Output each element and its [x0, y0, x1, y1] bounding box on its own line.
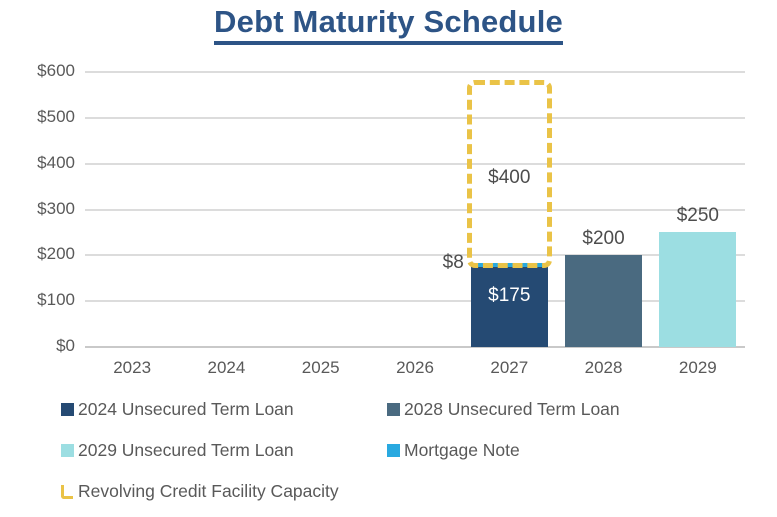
- legend-swatch-icon: [61, 444, 74, 457]
- y-tick-label: $200: [37, 244, 75, 264]
- legend-label: 2029 Unsecured Term Loan: [78, 440, 294, 460]
- legend-swatch-icon: [387, 403, 400, 416]
- gridline: [85, 346, 745, 348]
- legend-item: 2024 Unsecured Term Loan: [61, 399, 387, 420]
- y-tick-label: $600: [37, 61, 75, 80]
- legend-swatch-icon: [387, 444, 400, 457]
- x-tick-label: 2028: [584, 358, 623, 377]
- x-tick-label: 2024: [207, 358, 246, 377]
- legend-item: 2029 Unsecured Term Loan: [61, 440, 387, 461]
- x-tick-label: 2023: [113, 358, 152, 377]
- bar-value-label: $8: [442, 252, 464, 274]
- legend: 2024 Unsecured Term Loan 2028 Unsecured T…: [61, 399, 620, 502]
- capacity-value-label: $400: [488, 166, 531, 188]
- legend-item: Mortgage Note: [387, 440, 620, 461]
- revolving-capacity-box: $400: [466, 79, 552, 269]
- gridline: [85, 208, 745, 211]
- title-container: Debt Maturity Schedule: [0, 4, 777, 45]
- y-tick-label: $300: [37, 198, 75, 218]
- legend-item: Revolving Credit Facility Capacity: [61, 481, 387, 502]
- gridline: [85, 162, 745, 165]
- x-tick-label: 2029: [678, 358, 717, 377]
- legend-label: Revolving Credit Facility Capacity: [78, 481, 339, 501]
- x-tick-label: 2027: [490, 358, 529, 377]
- bar-value-label: $200: [582, 228, 625, 250]
- gridline: [85, 300, 745, 303]
- chart-title: Debt Maturity Schedule: [214, 4, 563, 45]
- bar-segment-2024-unsecured-term-loan: $175: [470, 266, 548, 347]
- plot-area: $0 $100 $200 $300 $400 $500 $600 2023 2024 2025 20…: [37, 61, 745, 377]
- y-tick-label: $100: [37, 290, 75, 310]
- x-tick-label: 2026: [396, 358, 434, 377]
- y-tick-label: $0: [56, 336, 75, 355]
- bar-value-label: $250: [676, 205, 719, 227]
- x-tick-label: 2025: [301, 358, 340, 377]
- gridline: [85, 71, 745, 73]
- dashed-corner-icon: [61, 484, 73, 499]
- legend-label: Mortgage Note: [404, 440, 520, 460]
- legend-swatch-icon: [61, 403, 74, 416]
- gridline: [85, 254, 745, 257]
- legend-label: 2024 Unsecured Term Loan: [78, 399, 294, 419]
- y-tick-label: $500: [37, 106, 75, 126]
- legend-item: 2028 Unsecured Term Loan: [387, 399, 620, 420]
- y-tick-label: $400: [37, 152, 75, 172]
- bar-value-label: $175: [488, 284, 531, 306]
- gridline: [85, 116, 745, 119]
- legend-label: 2028 Unsecured Term Loan: [404, 399, 620, 419]
- bar-segment-2028-unsecured-term-loan: [565, 255, 643, 347]
- bar-segment-2029-unsecured-term-loan: [659, 232, 737, 347]
